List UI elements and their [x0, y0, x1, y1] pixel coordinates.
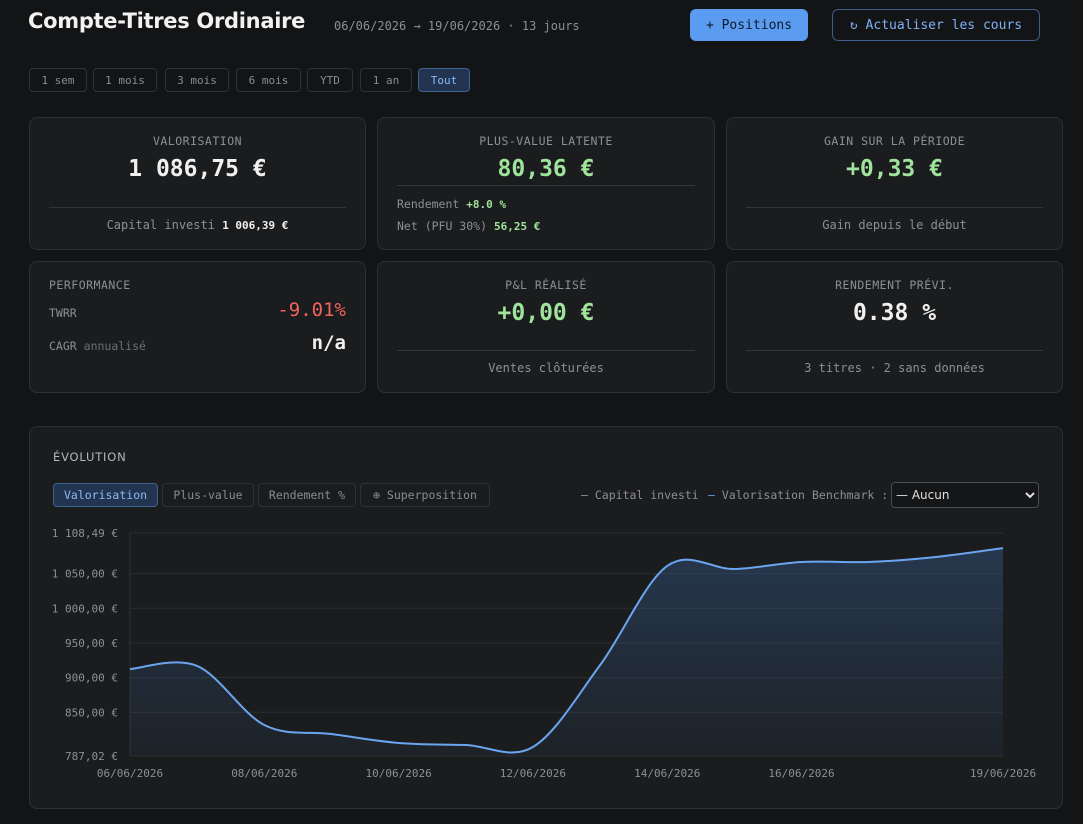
card-value: 80,36 €	[497, 156, 595, 182]
separator	[397, 185, 695, 186]
legend-item: — Capital investi	[581, 488, 699, 502]
card-value: 0.38 %	[852, 300, 937, 326]
row-value: n/a	[311, 332, 346, 354]
separator	[746, 350, 1043, 351]
card-title: GAIN SUR LA PÉRIODE	[823, 134, 966, 148]
range-button[interactable]: 1 sem	[29, 68, 87, 92]
card-footer: 3 titres · 2 sans données	[804, 361, 985, 375]
row-value: +8.0 %	[466, 198, 506, 211]
chart-tab[interactable]: Plus-value	[162, 483, 254, 507]
row-label: Rendement	[397, 197, 460, 211]
period: 06/06/2026 → 19/06/2026 · 13 jours	[334, 19, 580, 33]
row-label: CAGR annualisé	[49, 339, 146, 353]
range-button[interactable]: YTD	[307, 68, 353, 92]
card-row: Rendement +8.0 %	[397, 197, 506, 211]
range-button[interactable]: 1 mois	[93, 68, 157, 92]
legend-item: — Valorisation	[708, 488, 805, 502]
row-label: TWRR	[49, 306, 77, 320]
card-value: +0,33 €	[846, 156, 943, 182]
row-value: -9.01%	[277, 299, 346, 321]
range-button[interactable]: Tout	[418, 68, 470, 92]
footer-label: Capital investi	[106, 218, 215, 232]
row-value: 56,25 €	[493, 220, 541, 233]
row-label-text: CAGR	[49, 339, 77, 353]
refresh-button[interactable]: ↻ Actualiser les cours	[832, 9, 1040, 41]
card: PLUS-VALUE LATENTE 80,36 € Rendement +8.…	[377, 117, 715, 250]
range-button[interactable]: 1 an	[360, 68, 412, 92]
card: RENDEMENT PRÉVI. 0.38 % 3 titres · 2 san…	[726, 261, 1063, 393]
chart-tab[interactable]: ⊕ Superposition	[360, 483, 490, 507]
y-tick-label: 1 000,00 €	[52, 602, 118, 615]
card: GAIN SUR LA PÉRIODE +0,33 € Gain depuis …	[726, 117, 1063, 250]
x-tick-label: 12/06/2026	[500, 767, 566, 780]
card-title: VALORISATION	[152, 134, 243, 148]
footer-value: 1 006,39 €	[222, 219, 289, 232]
legend-swatch: —	[581, 488, 588, 502]
separator	[397, 350, 695, 351]
x-tick-label: 06/06/2026	[97, 767, 163, 780]
card: PERFORMANCE TWRR -9.01% CAGR annualisé n…	[29, 261, 366, 393]
card-footer: Capital investi 1 006,39 €	[30, 218, 365, 232]
card: P&L RÉALISÉ +0,00 € Ventes clôturées	[377, 261, 715, 393]
legend-label: Capital investi	[594, 488, 699, 502]
page-title: Compte-Titres Ordinaire	[28, 9, 306, 33]
card-footer: Ventes clôturées	[488, 361, 604, 375]
y-tick-label: 1 050,00 €	[52, 568, 118, 581]
x-tick-label: 10/06/2026	[365, 767, 431, 780]
separator	[49, 207, 346, 208]
separator	[746, 207, 1043, 208]
card-value: +0,00 €	[497, 300, 595, 326]
card-footer: Gain depuis le début	[822, 218, 967, 232]
chart-tab[interactable]: Valorisation	[53, 483, 158, 507]
range-button[interactable]: 6 mois	[236, 68, 301, 92]
card-value: 1 086,75 €	[128, 156, 267, 182]
card-title: PLUS-VALUE LATENTE	[479, 134, 613, 148]
benchmark-select[interactable]: — Aucun	[891, 482, 1039, 508]
card-title: P&L RÉALISÉ	[505, 278, 587, 292]
y-tick-label: 950,00 €	[65, 637, 118, 650]
x-tick-label: 19/06/2026	[970, 767, 1036, 780]
card-title: RENDEMENT PRÉVI.	[835, 278, 954, 292]
card-row: Net (PFU 30%) 56,25 €	[397, 219, 540, 233]
card: VALORISATION 1 086,75 € Capital investi …	[29, 117, 366, 250]
line	[129, 547, 1004, 754]
chart-tab[interactable]: Rendement %	[258, 483, 356, 507]
y-tick-label: 787,02 €	[65, 750, 118, 763]
positions-button[interactable]: + Positions	[690, 9, 808, 41]
panel-title: ÉVOLUTION	[53, 450, 127, 464]
y-tick-label: 900,00 €	[65, 672, 118, 685]
row-label: Net (PFU 30%)	[397, 219, 488, 233]
x-tick-label: 08/06/2026	[231, 767, 297, 780]
row-note: annualisé	[83, 339, 146, 353]
x-tick-label: 16/06/2026	[768, 767, 834, 780]
benchmark-label: Benchmark :	[812, 488, 889, 502]
legend-swatch: —	[708, 488, 715, 502]
range-button[interactable]: 3 mois	[165, 68, 229, 92]
legend-label: Valorisation	[721, 488, 805, 502]
x-tick-label: 14/06/2026	[634, 767, 700, 780]
y-tick-label: 850,00 €	[65, 706, 118, 719]
y-tick-label: 1 108,49 €	[52, 527, 118, 540]
area	[130, 548, 1003, 756]
card-title: PERFORMANCE	[49, 278, 131, 292]
